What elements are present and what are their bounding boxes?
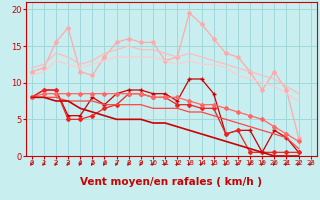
X-axis label: Vent moyen/en rafales ( km/h ): Vent moyen/en rafales ( km/h ) (80, 177, 262, 187)
